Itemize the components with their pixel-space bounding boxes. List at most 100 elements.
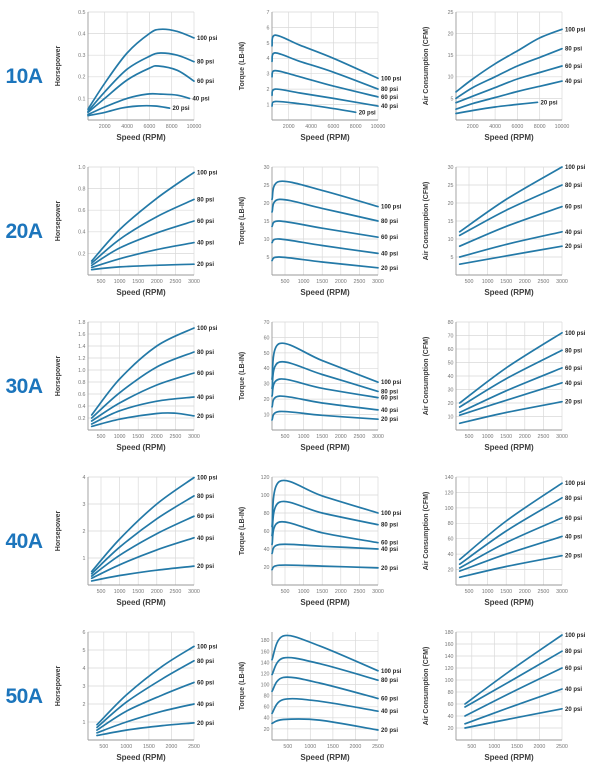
x-axis-title: Speed (RPM)	[300, 443, 350, 452]
x-tick-label: 4000	[305, 124, 317, 130]
chart-torque-lb-in: 500 1000 1500 2000 2500 3000 5 10 15 20 25 30 100 ps…	[232, 157, 416, 307]
series-line	[90, 515, 195, 577]
x-tick-label: 4000	[121, 124, 133, 130]
x-tick-label: 2000	[151, 589, 163, 595]
x-tick-label: 2000	[534, 744, 546, 750]
series-label: 60 psi	[565, 366, 582, 372]
y-tick-label: 140	[261, 660, 270, 666]
series-line	[458, 349, 563, 408]
series-label: 80 psi	[565, 348, 582, 354]
x-axis-title: Speed (RPM)	[116, 288, 166, 297]
series-label: 100 psi	[381, 668, 402, 674]
series-line	[458, 166, 563, 233]
y-tick-label: 10	[264, 412, 270, 418]
y-tick-label: 80	[264, 693, 270, 699]
series-line	[90, 171, 195, 263]
series-label: 100 psi	[381, 511, 402, 517]
y-tick-label: 15	[264, 219, 270, 225]
series-label: 40 psi	[197, 395, 214, 401]
chart-svg: 500 1000 1500 2000 2500 3000 0.2 0.4 0.6 0.8 1.0 10…	[55, 165, 218, 297]
y-tick-label: 25	[448, 183, 454, 189]
y-tick-label: 160	[445, 641, 454, 647]
y-tick-label: 4	[83, 475, 86, 481]
x-tick-label: 500	[283, 744, 292, 750]
y-tick-label: 0.6	[78, 392, 85, 398]
series-line	[271, 360, 379, 393]
x-tick-label: 1000	[488, 744, 500, 750]
y-axis-title: Air Consumption (CFM)	[423, 646, 430, 725]
series-label: 40 psi	[381, 408, 398, 414]
y-tick-label: 30	[264, 382, 270, 388]
series-line	[271, 634, 379, 672]
series-label: 80 psi	[197, 198, 214, 204]
series-label: 20 psi	[381, 728, 398, 734]
series-label: 20 psi	[197, 262, 214, 268]
y-tick-label: 3	[267, 72, 270, 78]
y-tick-label: 100	[261, 493, 270, 499]
series-label: 80 psi	[381, 219, 398, 225]
x-tick-label: 6000	[144, 124, 156, 130]
x-axis-title: Speed (RPM)	[116, 133, 166, 142]
chart-svg: 2000 4000 6000 8000 10000 5 10 15 20 25 100 psi 80 …	[423, 10, 586, 142]
model-label: 50A	[5, 684, 43, 708]
y-axis-title: Torque (LB-IN)	[239, 507, 246, 555]
y-tick-label: 1.6	[78, 332, 85, 338]
series-line	[455, 80, 563, 111]
y-tick-label: 80	[264, 511, 270, 517]
x-tick-label: 2000	[519, 434, 531, 440]
x-tick-label: 10000	[555, 124, 570, 130]
y-tick-label: 30	[448, 387, 454, 393]
series-line	[458, 400, 563, 425]
y-tick-label: 100	[445, 506, 454, 512]
x-axis-title: Speed (RPM)	[484, 443, 534, 452]
series-line	[271, 543, 379, 555]
series-label: 20 psi	[197, 414, 214, 420]
series-label: 40 psi	[197, 702, 214, 708]
y-tick-label: 25	[264, 183, 270, 189]
x-tick-label: 3000	[188, 434, 200, 440]
x-tick-label: 500	[281, 434, 290, 440]
y-tick-label: 60	[264, 704, 270, 710]
chart-torque-lb-in: 500 1000 1500 2000 2500 3000 20 40 60 80 100 120 100…	[232, 467, 416, 617]
y-tick-label: 0.4	[78, 32, 85, 38]
series-line	[271, 697, 379, 714]
series-line	[271, 520, 379, 546]
y-axis-title: Horsepower	[55, 46, 62, 87]
x-tick-label: 2500	[354, 434, 366, 440]
series-label: 100 psi	[197, 644, 218, 650]
x-tick-label: 1000	[114, 279, 126, 285]
series-line	[458, 367, 563, 414]
series-line	[271, 256, 379, 269]
chart-torque-lb-in: 500 1000 1500 2000 2500 3000 10 20 30 40 50 60 70 100…	[232, 312, 416, 462]
y-tick-label: 180	[445, 629, 454, 635]
series-line	[271, 88, 379, 108]
y-tick-label: 25	[448, 10, 454, 16]
series-label: 80 psi	[381, 678, 398, 684]
series-line	[271, 100, 357, 114]
y-tick-label: 0.2	[78, 251, 85, 257]
series-line	[96, 721, 195, 736]
y-tick-label: 80	[448, 689, 454, 695]
y-tick-label: 0.8	[78, 380, 85, 386]
y-tick-label: 0.3	[78, 53, 85, 59]
x-tick-label: 1500	[316, 589, 328, 595]
y-tick-label: 140	[445, 653, 454, 659]
model-label: 10A	[5, 65, 43, 89]
y-tick-label: 0.6	[78, 208, 85, 214]
y-axis-title: Air Consumption (CFM)	[423, 27, 430, 106]
x-axis-title: Speed (RPM)	[300, 598, 350, 607]
x-tick-label: 500	[99, 744, 108, 750]
x-tick-label: 2500	[170, 279, 182, 285]
y-tick-label: 7	[267, 10, 270, 16]
series-label: 20 psi	[381, 266, 398, 272]
series-line	[455, 101, 539, 115]
y-tick-label: 5	[267, 41, 270, 47]
series-line	[455, 48, 563, 100]
y-tick-label: 4	[83, 665, 86, 671]
y-tick-label: 120	[261, 475, 270, 481]
y-tick-label: 1	[267, 103, 270, 109]
x-tick-label: 1500	[500, 434, 512, 440]
y-tick-label: 10	[448, 75, 454, 81]
series-line	[271, 52, 379, 91]
x-tick-label: 1500	[500, 279, 512, 285]
